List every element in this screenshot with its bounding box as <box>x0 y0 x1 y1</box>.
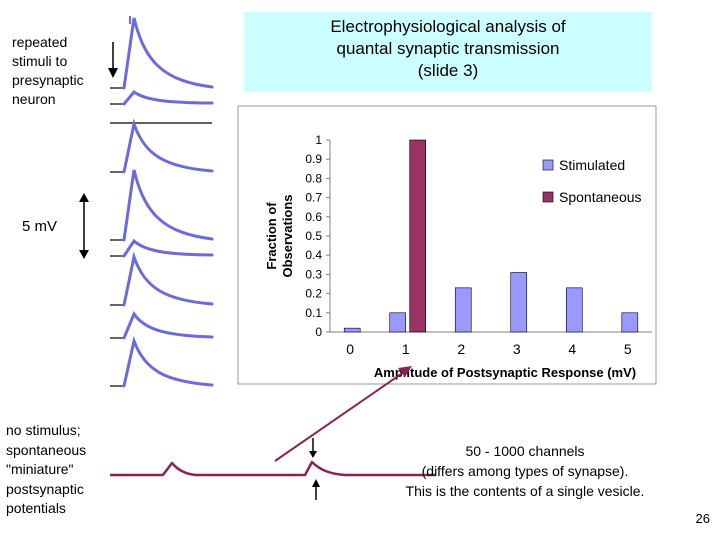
y-tick-label: 0.3 <box>305 267 322 281</box>
y-tick-label: 0.5 <box>305 229 322 243</box>
y-tick-label: 0.1 <box>305 306 322 320</box>
bar-stimulated <box>454 287 472 333</box>
bar-spontaneous <box>409 139 427 333</box>
bar-stimulated <box>343 327 361 333</box>
title-line: (slide 3) <box>417 61 479 80</box>
x-tick-label: 0 <box>346 341 354 357</box>
miniature-markers <box>309 438 320 500</box>
y-tick-label: 0.4 <box>305 248 322 262</box>
histogram: 0 0.1 0.2 0.3 0.4 0.5 0.6 0.7 0.8 0.9 1 0 1 2 3 4 5 Fract… <box>264 133 652 380</box>
evoked-trace <box>122 335 214 388</box>
y-tick-label: 1 <box>315 133 322 147</box>
legend-swatch <box>542 159 554 171</box>
legend: Stimulated Spontaneous <box>542 157 642 205</box>
y-tick-label: 0.8 <box>305 171 322 185</box>
y-tick-label: 0.9 <box>305 152 322 166</box>
x-tick-label: 2 <box>457 341 465 357</box>
legend-swatch <box>542 191 554 203</box>
stimulus-label: repeated stimuli to presynaptic neuron <box>12 34 84 107</box>
y-tick-label: 0.6 <box>305 210 322 224</box>
scale-bar-label: 5 mV <box>22 218 58 235</box>
evoked-trace <box>122 17 214 90</box>
pointer-arrow <box>274 366 412 462</box>
x-tick-label: 5 <box>624 341 632 357</box>
bar-stimulated <box>565 287 583 333</box>
x-tick-label: 3 <box>513 341 521 357</box>
bar-stimulated <box>389 312 407 333</box>
y-axis-label: Fraction ofObservations <box>264 194 295 277</box>
evoked-trace <box>122 238 214 258</box>
slide-title: Electrophysiological analysis of quantal… <box>244 12 652 92</box>
scale-bar <box>79 193 89 259</box>
bar-stimulated <box>510 272 528 333</box>
evoked-trace <box>122 89 214 106</box>
legend-label: Spontaneous <box>559 189 642 205</box>
evoked-trace <box>122 310 214 340</box>
title-line: quantal synaptic transmission <box>336 39 560 58</box>
legend-label: Stimulated <box>559 157 625 173</box>
evoked-trace <box>122 118 214 174</box>
x-tick-label: 1 <box>402 341 410 357</box>
bar-stimulated <box>621 312 639 333</box>
y-tick-label: 0.7 <box>305 191 322 205</box>
y-tick-label: 0 <box>315 325 322 339</box>
vesicle-note: 50 - 1000 channels (differs among types … <box>405 443 645 499</box>
stimulus-arrow <box>108 42 118 78</box>
x-tick-label: 4 <box>568 341 576 357</box>
x-axis-label: Amplitude of Postsynaptic Response (mV) <box>374 365 636 380</box>
evoked-trace <box>122 251 214 307</box>
y-tick-label: 0.2 <box>305 287 322 301</box>
spontaneous-label: no stimulus; spontaneous "miniature" pos… <box>6 422 87 516</box>
chart-panel <box>237 105 657 385</box>
miniature-trace <box>110 460 436 477</box>
evoked-traces <box>110 16 214 388</box>
page-number: 26 <box>695 511 710 526</box>
title-line: Electrophysiological analysis of <box>330 17 566 36</box>
miniature-potential <box>110 460 436 477</box>
evoked-trace <box>122 169 214 242</box>
